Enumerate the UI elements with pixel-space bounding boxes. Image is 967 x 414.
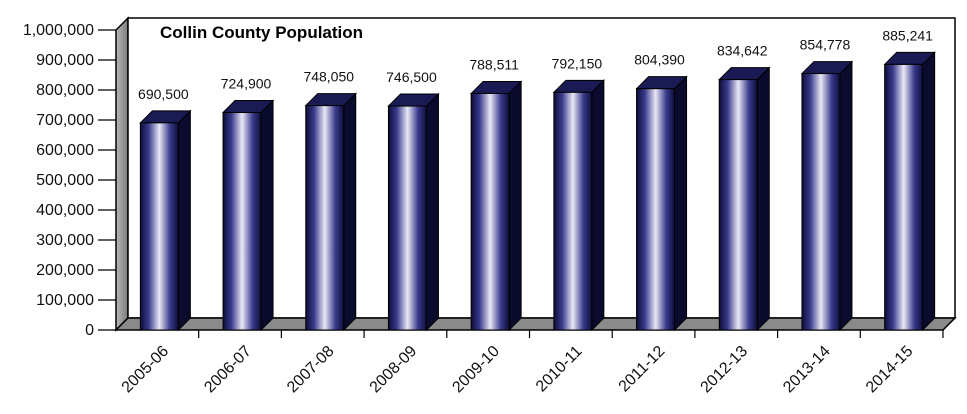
y-tick-label: 300,000 [36, 232, 94, 249]
bar [719, 68, 769, 330]
bar [306, 94, 356, 330]
bar-front [306, 106, 344, 330]
bar-side [178, 111, 190, 330]
data-label: 854,778 [800, 37, 851, 53]
bar-front [223, 113, 261, 330]
y-tick-label: 1,000,000 [23, 22, 94, 39]
data-label: 748,050 [303, 69, 354, 85]
y-tick-label: 100,000 [36, 292, 94, 309]
data-label: 792,150 [552, 55, 603, 71]
y-tick-label: 200,000 [36, 262, 94, 279]
x-tick-label: 2010-11 [533, 343, 586, 396]
bar-front [802, 74, 840, 330]
bar-front [719, 80, 757, 330]
x-tick-label: 2005-06 [119, 343, 173, 397]
x-axis-ticks: 2005-06 2006-07 2007-08 2008-09 2009-10 2010-… [119, 330, 943, 396]
bar [471, 81, 521, 330]
y-tick-label: 0 [85, 322, 94, 339]
bar [388, 94, 438, 330]
bar-side [261, 101, 273, 330]
data-label: 885,241 [882, 27, 933, 43]
bar-side [840, 62, 852, 330]
bar-side [344, 94, 356, 330]
bar-side [509, 81, 521, 330]
y-tick-label: 700,000 [36, 112, 94, 129]
x-tick-label: 2008-09 [367, 343, 421, 397]
x-tick-label: 2012-13 [698, 343, 752, 397]
bar-side [592, 80, 604, 330]
data-label: 804,390 [634, 52, 685, 68]
x-tick-label: 2011-12 [616, 343, 669, 396]
data-label: 690,500 [138, 86, 189, 102]
bar [637, 77, 687, 330]
x-tick-label: 2007-08 [284, 343, 338, 397]
bar-side [675, 77, 687, 330]
bar-front [885, 64, 923, 330]
y-tick-label: 500,000 [36, 172, 94, 189]
bar [802, 62, 852, 330]
bar-side [426, 94, 438, 330]
bar [885, 52, 935, 330]
bar-front [388, 106, 426, 330]
bar-front [471, 93, 509, 330]
bar-front [554, 92, 592, 330]
bar-front [140, 123, 178, 330]
data-label: 746,500 [386, 69, 437, 85]
side-wall [116, 18, 128, 330]
y-axis-ticks: 0 100,000 200,000 300,000 400,000 500,000 600,… [23, 22, 116, 339]
chart-title: Collin County Population [160, 23, 363, 42]
data-label: 788,511 [469, 56, 519, 72]
bar [223, 101, 273, 330]
bar [554, 80, 604, 330]
bar [140, 111, 190, 330]
x-tick-label: 2006-07 [201, 343, 255, 397]
y-tick-label: 900,000 [36, 52, 94, 69]
x-tick-label: 2009-10 [449, 343, 503, 397]
x-tick-label: 2014-15 [863, 343, 917, 397]
data-label: 724,900 [221, 76, 272, 92]
data-label: 834,642 [717, 43, 768, 59]
y-tick-label: 800,000 [36, 82, 94, 99]
bar-front [637, 89, 675, 330]
bar-side [923, 52, 935, 330]
x-tick-label: 2013-14 [780, 343, 834, 397]
y-tick-label: 600,000 [36, 142, 94, 159]
bar-side [757, 68, 769, 330]
y-tick-label: 400,000 [36, 202, 94, 219]
